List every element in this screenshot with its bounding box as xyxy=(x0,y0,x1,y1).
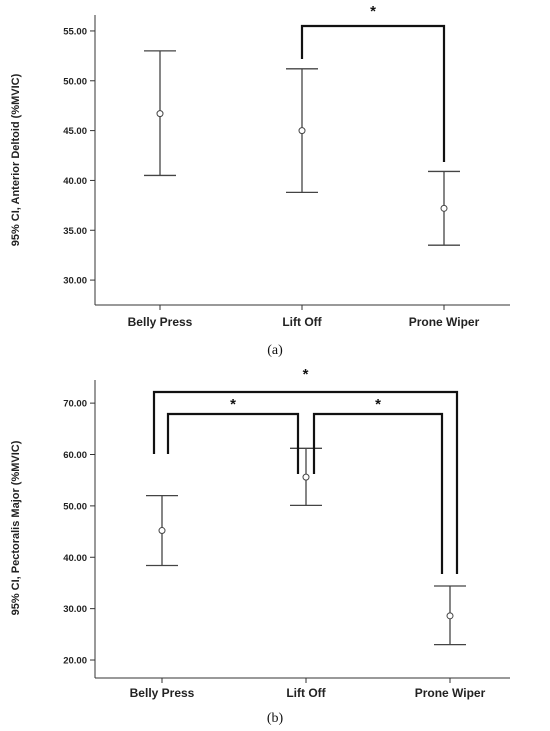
mean-marker xyxy=(158,527,166,535)
mean-marker xyxy=(440,204,448,212)
panel-a-x-categories: Belly Press Lift Off Prone Wiper xyxy=(128,305,480,329)
y-tick-label: 45.00 xyxy=(63,126,87,137)
y-tick-label: 70.00 xyxy=(63,399,87,410)
panel-b-chart: 20.00 30.00 40.00 50.00 60.00 70.00 Belly Pre… xyxy=(10,366,510,700)
y-tick-label: 40.00 xyxy=(63,553,87,564)
y-tick-label: 30.00 xyxy=(63,604,87,615)
panel-a-label: (a) xyxy=(267,343,283,358)
significance-bracket xyxy=(300,24,446,162)
significance-star: * xyxy=(303,366,309,383)
y-tick-label: 30.00 xyxy=(63,276,87,287)
error-bar xyxy=(290,447,322,507)
mean-marker xyxy=(298,127,306,135)
y-tick-label: 55.00 xyxy=(63,26,87,37)
error-bar xyxy=(286,68,318,194)
x-category-label: Belly Press xyxy=(130,686,195,700)
mean-marker xyxy=(302,473,310,481)
y-tick-label: 50.00 xyxy=(63,76,87,87)
x-category-label: Prone Wiper xyxy=(415,686,486,700)
error-bar xyxy=(428,170,460,246)
panel-a-error-bars xyxy=(144,50,460,246)
significance-bracket xyxy=(152,390,459,574)
panel-a-significance: * xyxy=(300,3,446,162)
panel-a-y-ticks: 30.00 35.00 40.00 45.00 50.00 55.00 xyxy=(63,26,95,287)
y-tick-label: 35.00 xyxy=(63,226,87,237)
panel-b-x-categories: Belly Press Lift Off Prone Wiper xyxy=(130,678,486,700)
x-category-label: Lift Off xyxy=(286,686,326,700)
panel-b-label: (b) xyxy=(267,711,284,726)
panel-a-y-axis-label: 95% CI, Anterior Deltoid (%MVIC) xyxy=(10,73,22,246)
mean-marker xyxy=(446,612,454,620)
significance-star: * xyxy=(370,3,376,20)
error-bar xyxy=(434,585,466,646)
panel-b-error-bars xyxy=(146,447,466,646)
significance-bracket xyxy=(312,412,444,574)
error-bar xyxy=(146,494,178,567)
mean-marker xyxy=(156,110,164,118)
significance-bracket xyxy=(166,412,300,474)
x-category-label: Lift Off xyxy=(282,315,322,329)
panel-b-significance: * * * xyxy=(152,366,459,574)
significance-star: * xyxy=(375,396,381,413)
y-tick-label: 60.00 xyxy=(63,450,87,461)
x-category-label: Belly Press xyxy=(128,315,193,329)
panel-a-chart: 30.00 35.00 40.00 45.00 50.00 55.00 Belly Pre… xyxy=(10,3,510,329)
panel-b-y-axis-label: 95% CI, Pectoralis Major (%MVIC) xyxy=(10,440,22,615)
error-bar xyxy=(144,50,176,177)
x-category-label: Prone Wiper xyxy=(409,315,480,329)
y-tick-label: 50.00 xyxy=(63,501,87,512)
y-tick-label: 20.00 xyxy=(63,656,87,667)
significance-star: * xyxy=(230,396,236,413)
y-tick-label: 40.00 xyxy=(63,176,87,187)
panel-b-y-ticks: 20.00 30.00 40.00 50.00 60.00 70.00 xyxy=(63,399,95,667)
